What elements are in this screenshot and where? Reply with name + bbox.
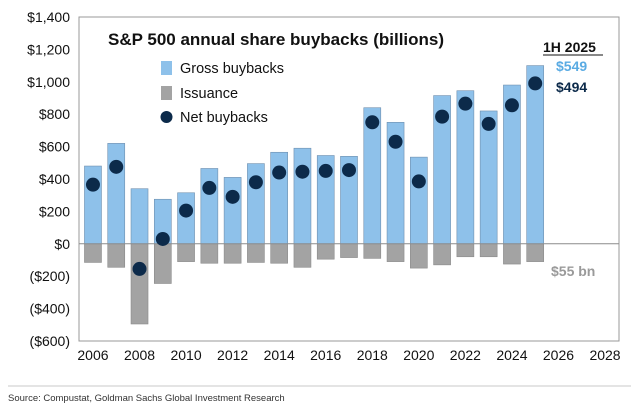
legend-label-issuance: Issuance	[180, 86, 238, 102]
gross-bar-2011	[200, 168, 219, 245]
y-tick-label: $1,400	[27, 9, 70, 25]
y-tick-label: $200	[39, 203, 70, 219]
x-tick-label: 2018	[357, 347, 388, 363]
issuance-bar-2009	[153, 243, 172, 284]
legend-label-gross: Gross buybacks	[180, 61, 284, 77]
issuance-bar-2019	[386, 243, 405, 262]
net-point-2006	[85, 177, 100, 192]
y-tick-label: $1,200	[27, 41, 70, 57]
gross-bar-2020	[410, 156, 428, 245]
issuance-bar-2011	[200, 243, 219, 264]
gross-bar-2007	[107, 143, 126, 245]
issuance-bar-2024	[503, 243, 521, 265]
x-tick-label: 2016	[310, 347, 341, 363]
gross-bar-2012	[223, 177, 242, 245]
issuance-bar-2013	[247, 243, 265, 263]
x-tick-label: 2014	[264, 347, 295, 363]
issuance-bar-2015	[293, 243, 312, 268]
annotation-1h2025: 1H 2025 $549 $494 $55 bn	[543, 39, 603, 279]
issuance-bar-2018	[363, 243, 382, 259]
y-tick-label: $400	[39, 171, 70, 187]
net-point-2012	[225, 189, 240, 204]
legend-swatch-gross	[161, 61, 172, 75]
y-tick-label: $600	[39, 139, 70, 155]
source-note: Source: Compustat, Goldman Sachs Global …	[8, 393, 285, 404]
y-tick-label: $1,000	[27, 74, 70, 90]
issuance-bar-2016	[316, 243, 335, 260]
issuance-bar-2020	[410, 243, 428, 269]
net-point-2011	[202, 180, 217, 195]
net-point-2007	[109, 159, 124, 174]
x-tick-label: 2024	[496, 347, 527, 363]
net-point-2009	[155, 231, 170, 246]
issuance-bar-2006	[84, 243, 102, 263]
net-point-2021	[435, 109, 450, 124]
legend: Gross buybacks Issuance Net buybacks	[160, 61, 284, 126]
gross-bar-2015	[293, 147, 312, 245]
x-tick-label: 2006	[77, 347, 108, 363]
y-tick-label: ($200)	[30, 268, 70, 284]
legend-label-net: Net buybacks	[180, 110, 268, 126]
net-point-2016	[318, 163, 333, 178]
net-point-2024	[504, 98, 519, 113]
annotation-header: 1H 2025	[543, 39, 596, 55]
issuance-bar-2014	[270, 243, 288, 264]
net-point-2023	[481, 116, 496, 131]
issuance-bar-2023	[479, 243, 498, 258]
net-point-2022	[458, 96, 473, 111]
issuance-bar-2010	[177, 243, 195, 262]
gross-bar-2025	[526, 65, 545, 245]
net-point-2020	[411, 174, 426, 189]
x-tick-label: 2010	[170, 347, 201, 363]
plot-frame	[78, 16, 620, 342]
issuance-bar-2007	[107, 243, 126, 268]
issuance-bar-2012	[223, 243, 242, 264]
net-point-2008	[132, 261, 147, 276]
gross-bar-2008	[130, 188, 149, 245]
chart-title: S&P 500 annual share buybacks (billions)	[108, 30, 444, 49]
issuance-bar-2022	[456, 243, 475, 258]
issuance-bar-2021	[433, 243, 451, 266]
x-tick-label: 2028	[589, 347, 620, 363]
gross-bar-2022	[456, 90, 475, 245]
net-point-2013	[248, 175, 263, 190]
y-tick-label: ($400)	[30, 301, 70, 317]
net-point-2019	[388, 134, 403, 149]
x-tick-label: 2012	[217, 347, 248, 363]
y-tick-label: ($600)	[30, 333, 70, 349]
legend-marker-net	[160, 111, 173, 123]
issuance-bar-2025	[526, 243, 545, 262]
net-point-2010	[179, 203, 194, 218]
x-tick-label: 2022	[450, 347, 481, 363]
net-point-2015	[295, 164, 310, 179]
x-tick-label: 2008	[124, 347, 155, 363]
net-point-2025	[528, 76, 543, 91]
net-point-2018	[365, 115, 380, 130]
gross-bar-2010	[177, 192, 195, 245]
y-tick-label: $0	[54, 236, 70, 252]
issuance-bar-2017	[340, 243, 358, 258]
net-point-2017	[342, 163, 356, 178]
issuance-bar-2008	[130, 243, 149, 325]
legend-swatch-issuance	[161, 86, 172, 100]
annotation-gross-value: $549	[556, 58, 587, 74]
y-tick-label: $800	[39, 106, 70, 122]
annotation-net-value: $494	[556, 79, 587, 95]
x-tick-label: 2020	[403, 347, 434, 363]
x-tick-label: 2026	[543, 347, 574, 363]
annotation-issuance-value: $55 bn	[551, 263, 595, 279]
net-point-2014	[272, 165, 287, 180]
